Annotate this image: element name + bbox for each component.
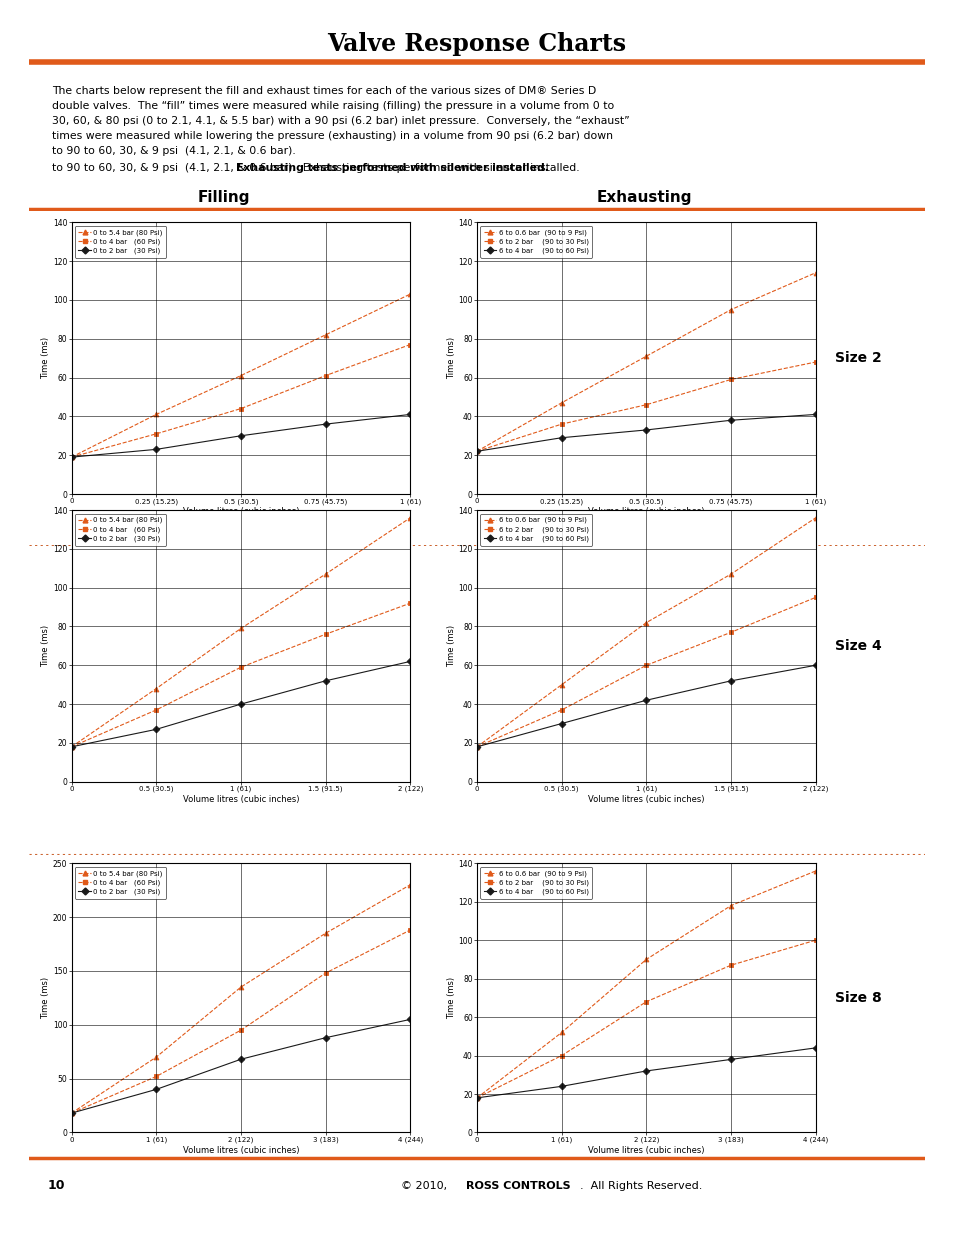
Text: Exhausting tests performed with silencer installed.: Exhausting tests performed with silencer… — [236, 163, 549, 173]
X-axis label: Volume litres (cubic inches): Volume litres (cubic inches) — [587, 795, 704, 804]
Legend: 6 to 0.6 bar  (90 to 9 Psi), 6 to 2 bar    (90 to 30 Psi), 6 to 4 bar    (90 to : 6 to 0.6 bar (90 to 9 Psi), 6 to 2 bar (… — [480, 226, 592, 258]
Y-axis label: Time (ms): Time (ms) — [41, 977, 51, 1019]
Legend: 0 to 5.4 bar (80 Psi), 0 to 4 bar   (60 Psi), 0 to 2 bar   (30 Psi): 0 to 5.4 bar (80 Psi), 0 to 4 bar (60 Ps… — [75, 867, 166, 899]
Text: Size 2: Size 2 — [834, 351, 881, 366]
Text: ROSS CONTROLS: ROSS CONTROLS — [465, 1181, 570, 1191]
Text: © 2010,: © 2010, — [400, 1181, 454, 1191]
Text: The charts below represent the fill and exhaust times for each of the various si: The charts below represent the fill and … — [52, 86, 630, 156]
X-axis label: Volume litres (cubic inches): Volume litres (cubic inches) — [182, 795, 299, 804]
Text: Valve Response Charts: Valve Response Charts — [327, 32, 626, 57]
X-axis label: Volume litres (cubic inches): Volume litres (cubic inches) — [182, 1146, 299, 1155]
X-axis label: Volume litres (cubic inches): Volume litres (cubic inches) — [587, 508, 704, 516]
Legend: 0 to 5.4 bar (80 Psi), 0 to 4 bar   (60 Psi), 0 to 2 bar   (30 Psi): 0 to 5.4 bar (80 Psi), 0 to 4 bar (60 Ps… — [75, 226, 166, 258]
Y-axis label: Time (ms): Time (ms) — [446, 337, 456, 379]
Text: Filling: Filling — [197, 190, 251, 205]
Y-axis label: Time (ms): Time (ms) — [446, 625, 456, 667]
Text: Exhausting: Exhausting — [596, 190, 691, 205]
Text: Size 8: Size 8 — [834, 990, 881, 1005]
Text: .  All Rights Reserved.: . All Rights Reserved. — [579, 1181, 701, 1191]
Text: to 90 to 60, 30, & 9 psi  (4.1, 2.1, & 0.6 bar).  Exhausting tests performed wit: to 90 to 60, 30, & 9 psi (4.1, 2.1, & 0.… — [52, 163, 579, 173]
Legend: 6 to 0.6 bar  (90 to 9 Psi), 6 to 2 bar    (90 to 30 Psi), 6 to 4 bar    (90 to : 6 to 0.6 bar (90 to 9 Psi), 6 to 2 bar (… — [480, 514, 592, 546]
Legend: 0 to 5.4 bar (80 Psi), 0 to 4 bar   (60 Psi), 0 to 2 bar   (30 Psi): 0 to 5.4 bar (80 Psi), 0 to 4 bar (60 Ps… — [75, 514, 166, 546]
X-axis label: Volume litres (cubic inches): Volume litres (cubic inches) — [587, 1146, 704, 1155]
Y-axis label: Time (ms): Time (ms) — [41, 337, 51, 379]
Y-axis label: Time (ms): Time (ms) — [41, 625, 51, 667]
Y-axis label: Time (ms): Time (ms) — [446, 977, 456, 1019]
Legend: 6 to 0.6 bar  (90 to 9 Psi), 6 to 2 bar    (90 to 30 Psi), 6 to 4 bar    (90 to : 6 to 0.6 bar (90 to 9 Psi), 6 to 2 bar (… — [480, 867, 592, 899]
Text: 10: 10 — [48, 1179, 65, 1192]
Text: Size 4: Size 4 — [834, 638, 881, 653]
X-axis label: Volume litres (cubic inches): Volume litres (cubic inches) — [182, 508, 299, 516]
